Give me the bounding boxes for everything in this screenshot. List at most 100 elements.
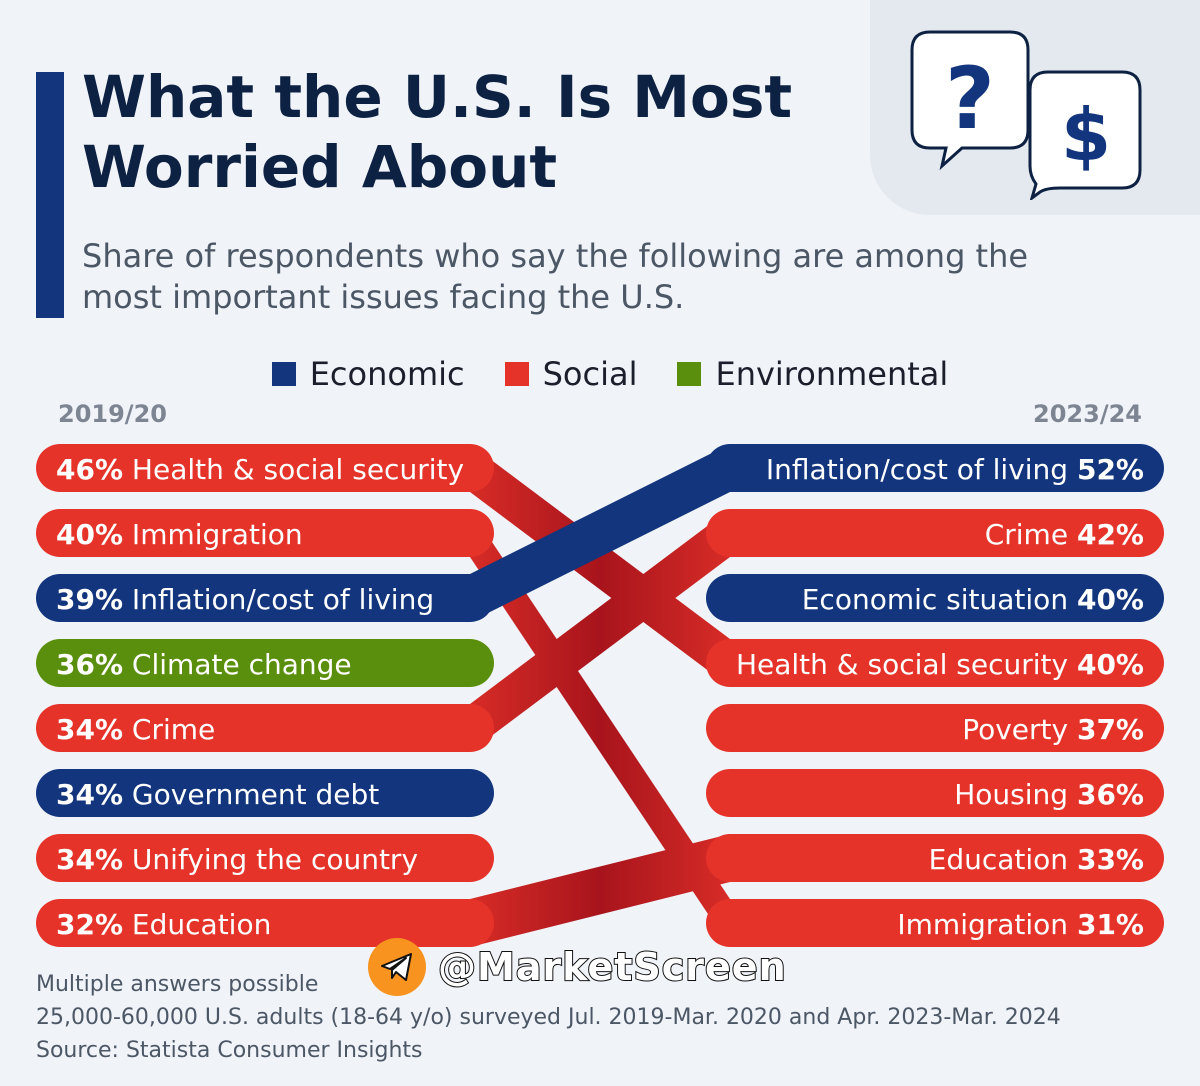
left-label-6: 34% Unifying the country (56, 843, 418, 876)
right-item-6: Education 33% (706, 834, 1164, 882)
left-item-7: 32% Education (36, 899, 494, 947)
left-pill-4 (36, 704, 494, 752)
left-pill-3 (36, 639, 494, 687)
left-item-5: 34% Government debt (36, 769, 494, 817)
left-label-4: 34% Crime (56, 713, 215, 746)
left-item-4: 34% Crime (36, 704, 494, 752)
watermark: @MarketScreen (368, 938, 787, 996)
left-pill-5 (36, 769, 494, 817)
telegram-icon (368, 938, 426, 996)
left-label-7: 32% Education (56, 908, 271, 941)
footer-survey: 25,000-60,000 U.S. adults (18-64 y/o) su… (36, 1005, 1061, 1030)
right-name-0: Inflation/cost of living (766, 453, 1077, 486)
left-label-5: 34% Government debt (56, 778, 379, 811)
legend-item-economic: Economic (271, 354, 465, 394)
right-label-3: Health & social security 40% (736, 648, 1144, 681)
page-title: What the U.S. Is Most Worried About (82, 63, 793, 201)
right-label-5: Housing 36% (954, 778, 1144, 811)
right-item-3: Health & social security 40% (706, 639, 1164, 687)
legend-label-economic: Economic (309, 355, 465, 393)
left-name-0: Health & social security (123, 453, 464, 486)
dollar-glyph: $ (1061, 93, 1111, 177)
right-value-5: 36% (1077, 778, 1144, 811)
right-pill-7 (706, 899, 1164, 947)
left-pill-1 (36, 509, 494, 557)
left-name-1: Immigration (123, 518, 303, 551)
left-item-3: 36% Climate change (36, 639, 494, 687)
right-name-7: Immigration (897, 908, 1077, 941)
right-pill-2 (706, 574, 1164, 622)
right-pill-4 (706, 704, 1164, 752)
right-value-7: 31% (1077, 908, 1144, 941)
footer-note: Multiple answers possible (36, 972, 319, 997)
right-value-4: 37% (1077, 713, 1144, 746)
footer: Multiple answers possible 25,000-60,000 … (36, 968, 1061, 1067)
legend-swatch-social (504, 362, 529, 386)
right-label-4: Poverty 37% (962, 713, 1144, 746)
right-item-7: Immigration 31% (706, 899, 1164, 947)
right-name-6: Education (929, 843, 1077, 876)
footer-source: Source: Statista Consumer Insights (36, 1038, 423, 1063)
right-pill-5 (706, 769, 1164, 817)
left-name-7: Education (123, 908, 271, 941)
left-label-2: 39% Inflation/cost of living (56, 583, 434, 616)
dollar-bubble-icon: $ (1028, 70, 1142, 200)
ribbon-4 (430, 834, 770, 947)
left-value-3: 36% (56, 648, 123, 681)
legend-swatch-economic (271, 362, 296, 386)
right-label-2: Economic situation 40% (802, 583, 1144, 616)
right-label-6: Education 33% (929, 843, 1144, 876)
right-name-2: Economic situation (802, 583, 1077, 616)
legend-item-environmental: Environmental (677, 354, 948, 394)
legend-swatch-environmental (677, 362, 702, 386)
left-item-1: 40% Immigration (36, 509, 494, 557)
left-value-1: 40% (56, 518, 123, 551)
right-pill-6 (706, 834, 1164, 882)
right-label-7: Immigration 31% (897, 908, 1144, 941)
right-label-1: Crime 42% (985, 518, 1144, 551)
right-pill-3 (706, 639, 1164, 687)
right-pill-1 (706, 509, 1164, 557)
left-label-3: 36% Climate change (56, 648, 352, 681)
right-label-0: Inflation/cost of living 52% (766, 453, 1144, 486)
page-subtitle: Share of respondents who say the followi… (82, 237, 1029, 316)
left-pill-7 (36, 899, 494, 947)
left-name-5: Government debt (123, 778, 379, 811)
left-name-3: Climate change (123, 648, 352, 681)
right-value-0: 52% (1077, 453, 1144, 486)
right-pill-0 (706, 444, 1164, 492)
left-name-6: Unifying the country (123, 843, 418, 876)
left-pill-0 (36, 444, 494, 492)
ribbon-3 (430, 509, 770, 752)
left-value-7: 32% (56, 908, 123, 941)
left-name-2: Inflation/cost of living (123, 583, 434, 616)
right-item-4: Poverty 37% (706, 704, 1164, 752)
right-value-3: 40% (1077, 648, 1144, 681)
speech-bubbles-illustration: ? $ (910, 30, 1142, 200)
ribbon-0 (430, 444, 770, 687)
right-column-header: 2023/24 (1033, 400, 1142, 428)
left-label-0: 46% Health & social security (56, 453, 464, 486)
right-value-2: 40% (1077, 583, 1144, 616)
left-pill-2 (36, 574, 494, 622)
left-value-6: 34% (56, 843, 123, 876)
left-value-5: 34% (56, 778, 123, 811)
watermark-text: @MarketScreen (437, 944, 787, 990)
left-value-0: 46% (56, 453, 123, 486)
left-item-2: 39% Inflation/cost of living (36, 574, 494, 622)
right-value-1: 42% (1077, 518, 1144, 551)
left-item-6: 34% Unifying the country (36, 834, 494, 882)
right-item-1: Crime 42% (706, 509, 1164, 557)
right-name-3: Health & social security (736, 648, 1077, 681)
left-label-1: 40% Immigration (56, 518, 303, 551)
ribbons (430, 444, 770, 947)
left-value-4: 34% (56, 713, 123, 746)
right-item-0: Inflation/cost of living 52% (706, 444, 1164, 492)
question-glyph: ? (945, 49, 995, 149)
right-value-6: 33% (1077, 843, 1144, 876)
right-name-4: Poverty (962, 713, 1077, 746)
ribbon-1 (430, 509, 770, 947)
ribbon-2 (430, 444, 770, 622)
